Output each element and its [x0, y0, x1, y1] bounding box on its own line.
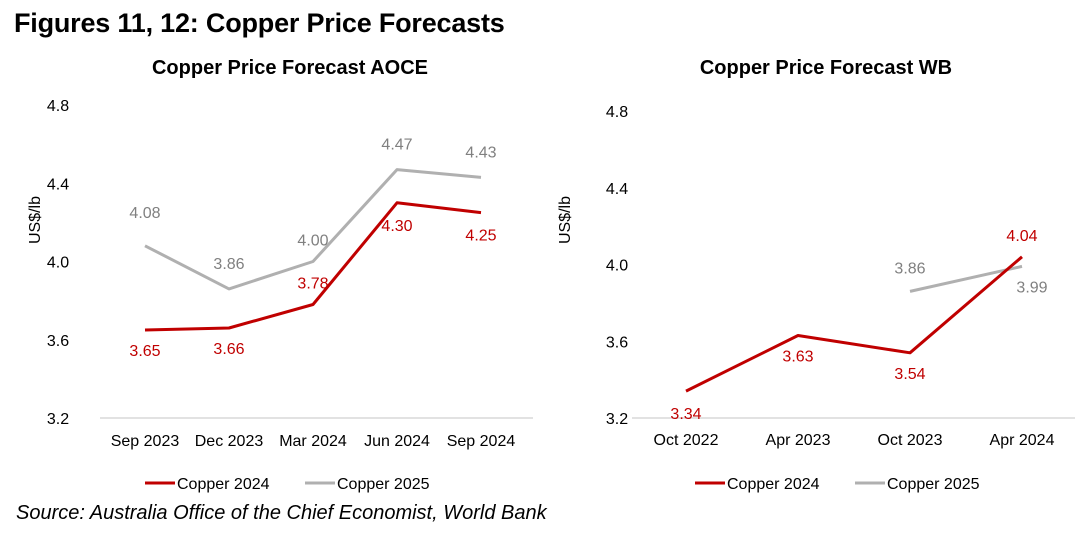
- data-label: 3.34: [670, 406, 701, 423]
- y-tick-label: 3.6: [606, 334, 628, 351]
- data-label: 4.43: [465, 144, 496, 161]
- data-label: 3.86: [213, 256, 244, 273]
- y-tick-label: 4.0: [47, 255, 69, 272]
- series-line-copper-2025: [144, 168, 482, 291]
- data-label: 3.54: [894, 366, 925, 383]
- x-tick-label: Mar 2024: [279, 433, 347, 450]
- y-tick-label: 3.6: [47, 333, 69, 350]
- series-line-copper-2024: [685, 255, 1023, 393]
- legend-label: Copper 2024: [177, 476, 270, 493]
- y-tick-label: 4.0: [606, 258, 628, 275]
- x-tick-label: Apr 2023: [766, 432, 831, 449]
- x-tick-label: Oct 2022: [654, 432, 719, 449]
- data-label: 3.63: [782, 348, 813, 365]
- data-label: 3.99: [1016, 279, 1047, 296]
- y-tick-label: 4.4: [606, 181, 628, 198]
- chart-title: Copper Price Forecast WB: [700, 57, 952, 79]
- x-tick-label: Dec 2023: [195, 433, 264, 450]
- data-label: 3.66: [213, 341, 244, 358]
- legend-label: Copper 2025: [337, 476, 430, 493]
- x-tick-label: Jun 2024: [364, 433, 430, 450]
- y-axis-label: US$/lb: [27, 196, 44, 244]
- y-tick-label: 3.2: [606, 411, 628, 428]
- legend-label: Copper 2024: [727, 476, 820, 493]
- y-tick-label: 4.4: [47, 176, 69, 193]
- figure-title: Figures 11, 12: Copper Price Forecasts: [14, 8, 505, 38]
- series-line-copper-2024: [144, 201, 482, 332]
- data-label: 4.25: [465, 228, 496, 245]
- data-label: 3.65: [129, 343, 160, 360]
- y-tick-label: 4.8: [47, 98, 69, 115]
- y-axis-label: US$/lb: [557, 196, 574, 244]
- y-tick-label: 3.2: [47, 411, 69, 428]
- data-label: 4.04: [1006, 228, 1037, 245]
- x-tick-label: Sep 2024: [447, 433, 516, 450]
- data-label: 4.30: [381, 218, 412, 235]
- data-label: 3.78: [297, 276, 328, 293]
- legend-label: Copper 2025: [887, 476, 980, 493]
- data-label: 4.47: [381, 137, 412, 154]
- y-tick-label: 4.8: [606, 104, 628, 121]
- data-label: 3.86: [894, 260, 925, 277]
- x-tick-label: Oct 2023: [878, 432, 943, 449]
- x-tick-label: Sep 2023: [111, 433, 180, 450]
- source-note: Source: Australia Office of the Chief Ec…: [16, 502, 547, 524]
- x-tick-label: Apr 2024: [990, 432, 1055, 449]
- data-label: 4.00: [297, 233, 328, 250]
- series-line-copper-2025: [909, 264, 1023, 293]
- data-label: 4.08: [129, 205, 160, 222]
- chart-title: Copper Price Forecast AOCE: [152, 57, 428, 79]
